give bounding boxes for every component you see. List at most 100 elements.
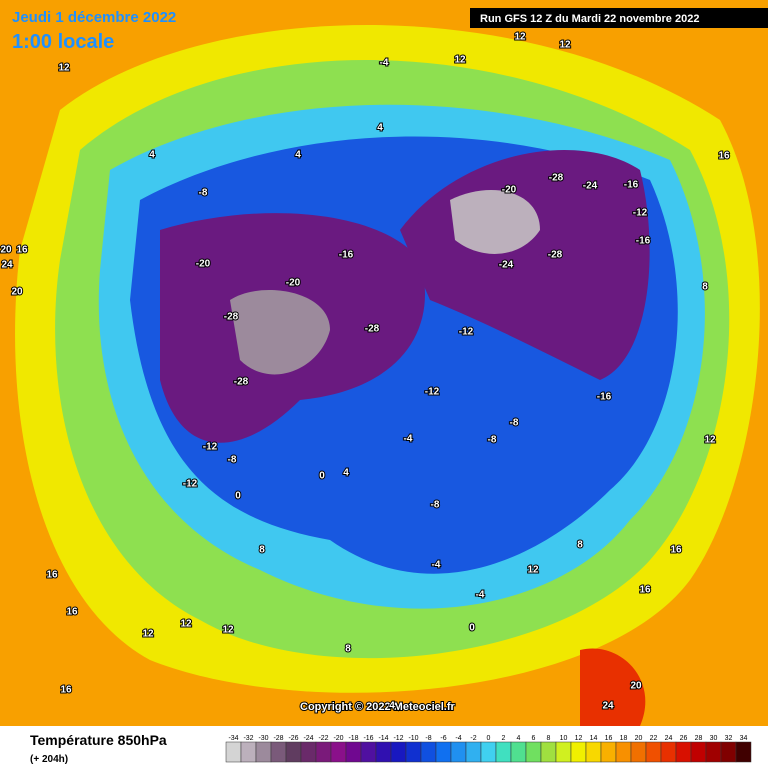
legend-tick: 14 [590, 735, 598, 742]
legend-tick: 28 [695, 735, 703, 742]
contour-label: -12 [183, 479, 198, 490]
contour-label: -20 [196, 259, 211, 270]
legend-swatch [510, 741, 527, 763]
legend-swatch [405, 741, 422, 763]
contour-label: 8 [345, 644, 351, 655]
legend-tick: 8 [547, 735, 551, 742]
legend-tick: -26 [288, 735, 298, 742]
contour-label: -28 [224, 312, 239, 323]
legend-tick: 34 [740, 735, 748, 742]
legend-swatch [465, 741, 482, 763]
contour-label: -16 [636, 236, 651, 247]
contour-label: 8 [259, 545, 265, 556]
legend-swatch [600, 741, 617, 763]
legend-swatch [645, 741, 662, 763]
contour-label: 24 [1, 260, 13, 271]
contour-label: -16 [339, 250, 354, 261]
contour-label: 20 [11, 287, 23, 298]
legend-swatch [360, 741, 377, 763]
contour-label: 16 [66, 607, 78, 618]
legend-tick: 18 [620, 735, 628, 742]
legend-tick: -6 [440, 735, 446, 742]
zone-hot [580, 648, 646, 726]
legend-tick: -30 [258, 735, 268, 742]
legend-swatch [390, 741, 407, 763]
legend-tick: 30 [710, 735, 718, 742]
legend-swatch [375, 741, 392, 763]
legend-swatch [255, 741, 272, 763]
legend-tick: 26 [680, 735, 688, 742]
contour-label: 4 [295, 150, 301, 161]
contour-label: -28 [549, 173, 564, 184]
contour-label: -16 [597, 392, 612, 403]
contour-label: -4 [476, 590, 485, 601]
legend-swatch [630, 741, 647, 763]
contour-label: 12 [704, 435, 716, 446]
contour-label: 12 [559, 40, 571, 51]
contour-label: 12 [514, 32, 526, 43]
contour-label: -20 [286, 278, 301, 289]
contour-label: -20 [502, 185, 517, 196]
contour-label: -4 [404, 434, 413, 445]
copyright: Copyright © 2022 Meteociel.fr [300, 701, 456, 713]
legend-title: Température 850hPa [30, 732, 167, 748]
date-text: Jeudi 1 décembre 2022 [12, 9, 176, 26]
contour-label: 24 [602, 701, 614, 712]
legend-swatch [300, 741, 317, 763]
legend-tick: -16 [363, 735, 373, 742]
legend-swatch [615, 741, 632, 763]
zone-core-east [450, 190, 540, 254]
contour-label: -16 [624, 180, 639, 191]
contour-label: 12 [454, 55, 466, 66]
contour-label: 4 [389, 701, 395, 712]
contour-label: -24 [499, 260, 514, 271]
contour-label: 20 [630, 681, 642, 692]
legend-tick: -8 [425, 735, 431, 742]
contour-label: -8 [510, 418, 519, 429]
contour-label: -8 [431, 500, 440, 511]
contour-label: -12 [203, 442, 218, 453]
contour-label: 4 [343, 468, 349, 479]
contour-label: 16 [16, 245, 28, 256]
contour-label: 4 [377, 123, 383, 134]
contour-label: -12 [425, 387, 440, 398]
legend-swatch [705, 741, 722, 763]
contour-label: -8 [228, 455, 237, 466]
legend-swatch [495, 741, 512, 763]
run-text: Run GFS 12 Z du Mardi 22 novembre 2022 [480, 13, 699, 25]
legend-tick: 2 [502, 735, 506, 742]
legend-tick: 32 [725, 735, 733, 742]
legend-tick: -32 [243, 735, 253, 742]
legend-tick: -14 [378, 735, 388, 742]
legend-subtitle: (+ 204h) [30, 754, 68, 765]
time-text: 1:00 locale [12, 31, 114, 53]
legend-swatch [540, 741, 557, 763]
contour-label: -24 [583, 181, 598, 192]
contour-label: 8 [702, 282, 708, 293]
legend-tick: -10 [408, 735, 418, 742]
contour-label: -4 [432, 560, 441, 571]
legend-swatch [225, 741, 242, 763]
legend-tick: -34 [228, 735, 238, 742]
contour-label: 16 [639, 585, 651, 596]
contour-label: 12 [527, 565, 539, 576]
legend-swatch [675, 741, 692, 763]
contour-label: 12 [222, 625, 234, 636]
contour-label: 16 [670, 545, 682, 556]
contour-label: -4 [380, 58, 389, 69]
legend-swatch [480, 741, 497, 763]
contour-label: 0 [319, 471, 325, 482]
legend-tick: -18 [348, 735, 358, 742]
legend-tick: 6 [532, 735, 536, 742]
contour-label: 12 [58, 63, 70, 74]
legend-swatch [270, 741, 287, 763]
legend-swatch [345, 741, 362, 763]
legend-swatch [450, 741, 467, 763]
legend-swatch [570, 741, 587, 763]
legend-tick: -4 [455, 735, 461, 742]
legend-tick: 10 [560, 735, 568, 742]
contour-label: 4 [149, 150, 155, 161]
legend-tick: 16 [605, 735, 613, 742]
legend-tick: -2 [470, 735, 476, 742]
